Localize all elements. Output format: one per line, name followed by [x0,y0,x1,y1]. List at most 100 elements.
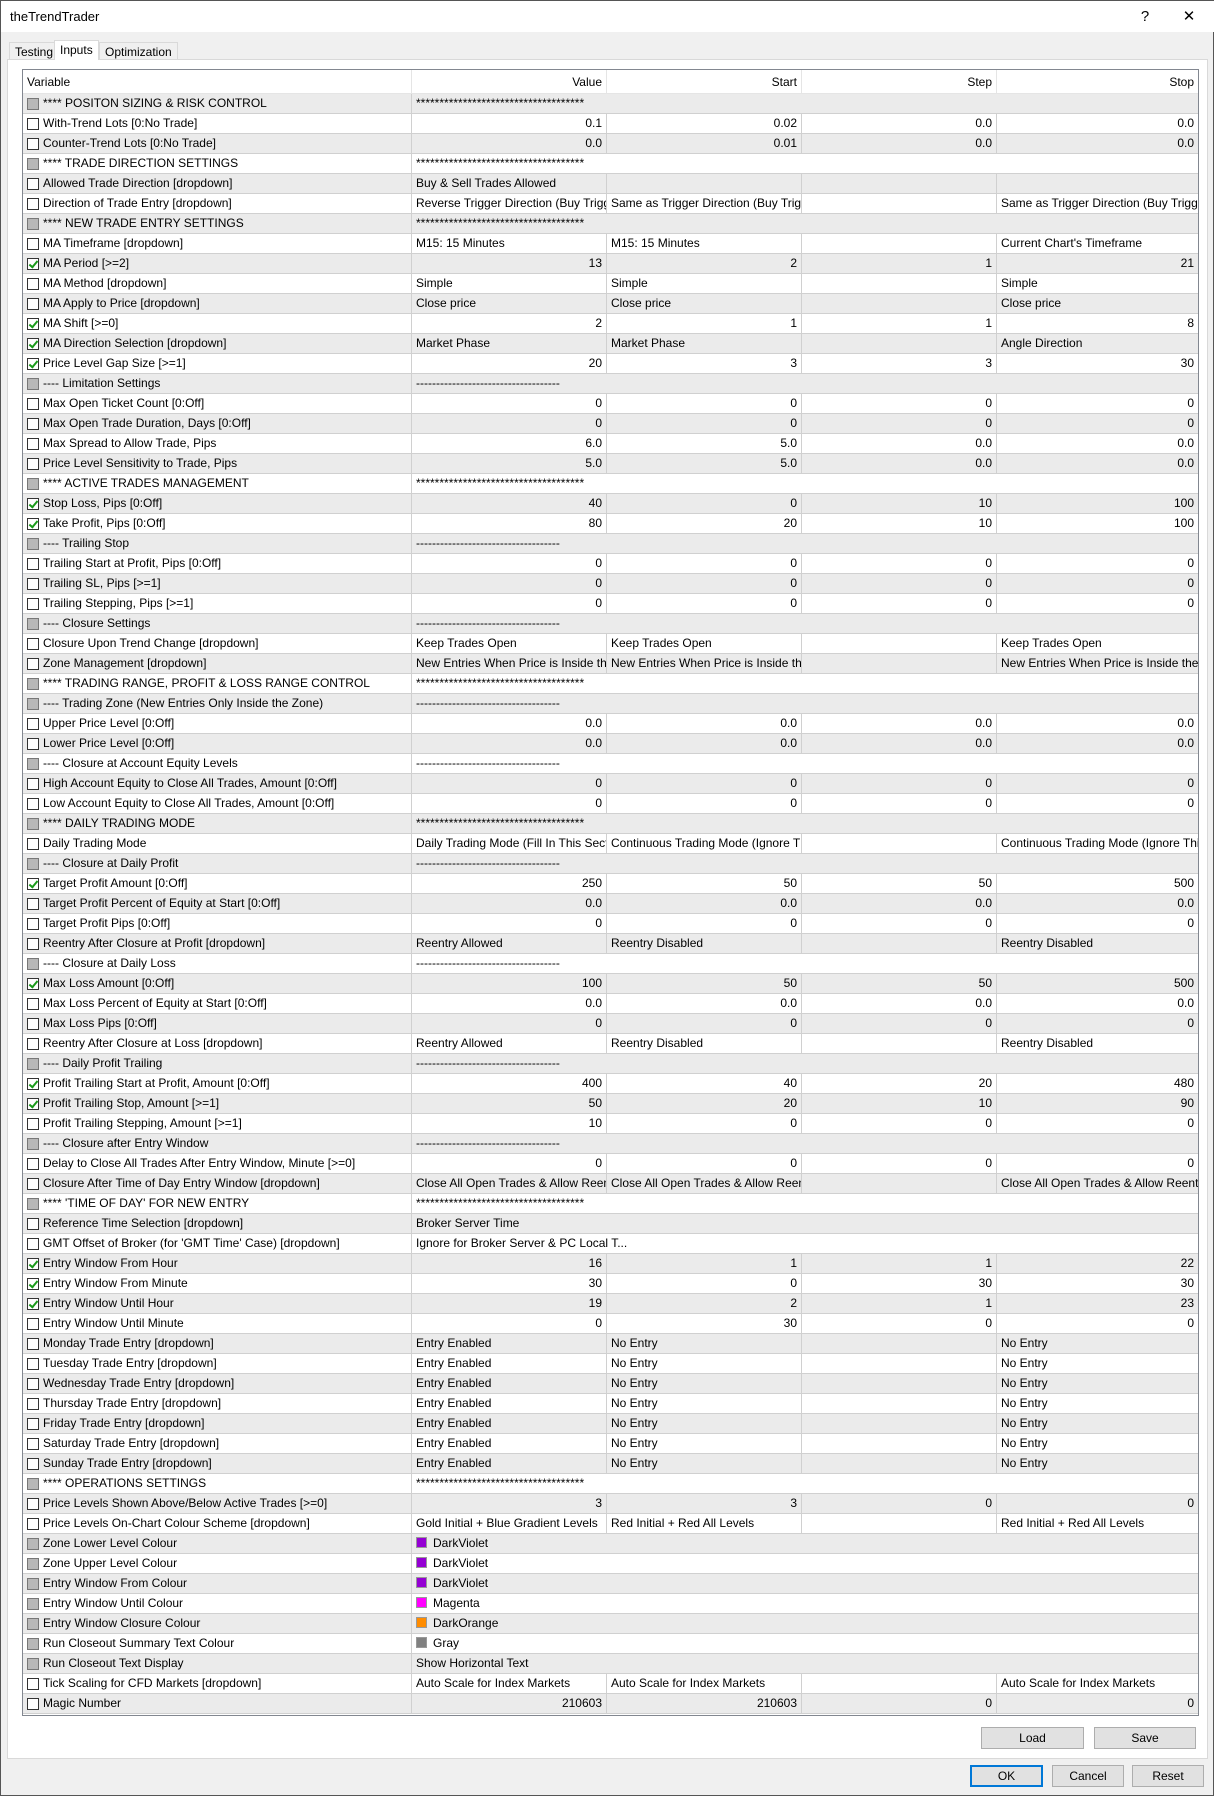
start-cell[interactable]: Market Phase [607,334,802,353]
close-button[interactable]: ✕ [1182,8,1196,25]
table-row[interactable]: Reentry After Closure at Loss [dropdown]… [23,1034,1198,1054]
step-cell[interactable]: 0.0 [802,134,997,153]
stop-cell[interactable]: 0 [997,594,1198,613]
value-cell[interactable]: M15: 15 Minutes [412,234,607,253]
table-row[interactable]: MA Apply to Price [dropdown] Close price C… [23,294,1198,314]
stop-cell[interactable]: 0 [997,554,1198,573]
step-cell[interactable] [802,654,997,673]
table-row[interactable]: Magic Number 210603 210603 0 0 [23,1694,1198,1714]
table-row[interactable]: Daily Trading Mode Daily Trading Mode (Fi… [23,834,1198,854]
stop-cell[interactable]: 0 [997,414,1198,433]
row-checkbox[interactable] [27,918,39,930]
stop-cell[interactable]: 8 [997,314,1198,333]
step-cell[interactable] [802,174,997,193]
start-cell[interactable]: 0.0 [607,734,802,753]
stop-cell[interactable]: 0 [997,574,1198,593]
value-cell[interactable]: 50 [412,1094,607,1113]
stop-cell[interactable]: No Entry [997,1354,1198,1373]
step-cell[interactable]: 0.0 [802,894,997,913]
start-cell[interactable]: Red Initial + Red All Levels [607,1514,802,1533]
start-cell[interactable]: 0 [607,1114,802,1133]
step-cell[interactable] [802,294,997,313]
value-cell[interactable]: Entry Enabled [412,1454,607,1473]
step-cell[interactable] [802,194,997,213]
step-cell[interactable] [802,234,997,253]
section-header-row[interactable]: **** OPERATIONS SETTINGS ****************… [23,1474,1198,1494]
table-row[interactable]: Profit Trailing Stepping, Amount [>=1] 10… [23,1114,1198,1134]
table-row[interactable]: Profit Trailing Start at Profit, Amount … [23,1074,1198,1094]
step-cell[interactable] [802,1414,997,1433]
table-row[interactable]: Reentry After Closure at Profit [dropdow… [23,934,1198,954]
step-cell[interactable] [802,634,997,653]
stop-cell[interactable]: 22 [997,1254,1198,1273]
step-cell[interactable]: 0.0 [802,454,997,473]
stop-cell[interactable]: Current Chart's Timeframe [997,234,1198,253]
start-cell[interactable]: 210603 [607,1694,802,1713]
value-cell[interactable]: New Entries When Price is Inside the ... [412,654,607,673]
start-cell[interactable]: 0.0 [607,994,802,1013]
stop-cell[interactable]: No Entry [997,1414,1198,1433]
value-cell[interactable]: 0.0 [412,734,607,753]
column-header-variable[interactable]: Variable [23,70,412,94]
value-cell[interactable]: 0 [412,774,607,793]
row-checkbox[interactable] [27,1698,39,1710]
start-cell[interactable]: 5.0 [607,454,802,473]
table-row[interactable]: MA Method [dropdown] Simple Simple Simple [23,274,1198,294]
row-checkbox[interactable] [27,1278,39,1290]
cancel-button[interactable]: Cancel [1052,1765,1124,1787]
table-row[interactable]: Trailing Start at Profit, Pips [0:Off] 0 0… [23,554,1198,574]
value-cell[interactable]: Close All Open Trades & Allow Reentry [412,1174,607,1193]
stop-cell[interactable]: 23 [997,1294,1198,1313]
start-cell[interactable]: Auto Scale for Index Markets [607,1674,802,1693]
step-cell[interactable]: 10 [802,494,997,513]
row-checkbox[interactable] [27,978,39,990]
column-header-start[interactable]: Start [607,70,802,94]
row-checkbox[interactable] [27,1258,39,1270]
start-cell[interactable]: 0 [607,574,802,593]
stop-cell[interactable]: Angle Direction [997,334,1198,353]
value-cell[interactable]: Entry Enabled [412,1414,607,1433]
value-cell[interactable]: Show Horizontal Text [412,1654,1197,1673]
value-cell[interactable]: 40 [412,494,607,513]
row-checkbox[interactable] [27,1238,39,1250]
section-header-row[interactable]: **** POSITON SIZING & RISK CONTROL ******… [23,94,1198,114]
step-cell[interactable] [802,1374,997,1393]
step-cell[interactable]: 0 [802,1114,997,1133]
table-row[interactable]: Max Spread to Allow Trade, Pips 6.0 5.0 0.0… [23,434,1198,454]
section-header-row[interactable]: **** 'TIME OF DAY' FOR NEW ENTRY ********… [23,1194,1198,1214]
stop-cell[interactable]: 21 [997,254,1198,273]
start-cell[interactable]: 0 [607,594,802,613]
step-cell[interactable]: 0 [802,914,997,933]
value-cell[interactable]: Entry Enabled [412,1334,607,1353]
table-row[interactable]: Profit Trailing Stop, Amount [>=1] 50 20 10… [23,1094,1198,1114]
stop-cell[interactable]: 0 [997,1114,1198,1133]
value-cell[interactable]: 0 [412,414,607,433]
section-header-row[interactable]: **** TRADE DIRECTION SETTINGS ***********… [23,154,1198,174]
table-row[interactable]: Delay to Close All Trades After Entry Wi… [23,1154,1198,1174]
value-cell[interactable]: 10 [412,1114,607,1133]
table-row[interactable]: Max Open Trade Duration, Days [0:Off] 0 0 0… [23,414,1198,434]
value-cell[interactable]: 0 [412,594,607,613]
value-cell[interactable]: 0.0 [412,134,607,153]
section-header-row[interactable]: ---- Trading Zone (New Entries Only Insi… [23,694,1198,714]
table-row[interactable]: Saturday Trade Entry [dropdown] Entry Ena… [23,1434,1198,1454]
start-cell[interactable]: No Entry [607,1434,802,1453]
start-cell[interactable]: 0 [607,1014,802,1033]
start-cell[interactable]: 0.0 [607,894,802,913]
value-cell[interactable]: 30 [412,1274,607,1293]
row-checkbox[interactable] [27,1018,39,1030]
row-checkbox[interactable] [27,1498,39,1510]
help-button[interactable]: ? [1140,8,1150,25]
table-row[interactable]: MA Period [>=2] 13 2 1 21 [23,254,1198,274]
value-cell[interactable]: Entry Enabled [412,1434,607,1453]
value-cell[interactable]: 6.0 [412,434,607,453]
step-cell[interactable] [802,934,997,953]
value-cell[interactable]: 0.0 [412,994,607,1013]
step-cell[interactable]: 0 [802,594,997,613]
stop-cell[interactable]: No Entry [997,1334,1198,1353]
row-checkbox[interactable] [27,238,39,250]
step-cell[interactable] [802,274,997,293]
stop-cell[interactable]: 100 [997,514,1198,533]
value-cell[interactable]: 100 [412,974,607,993]
stop-cell[interactable]: Reentry Disabled [997,934,1198,953]
